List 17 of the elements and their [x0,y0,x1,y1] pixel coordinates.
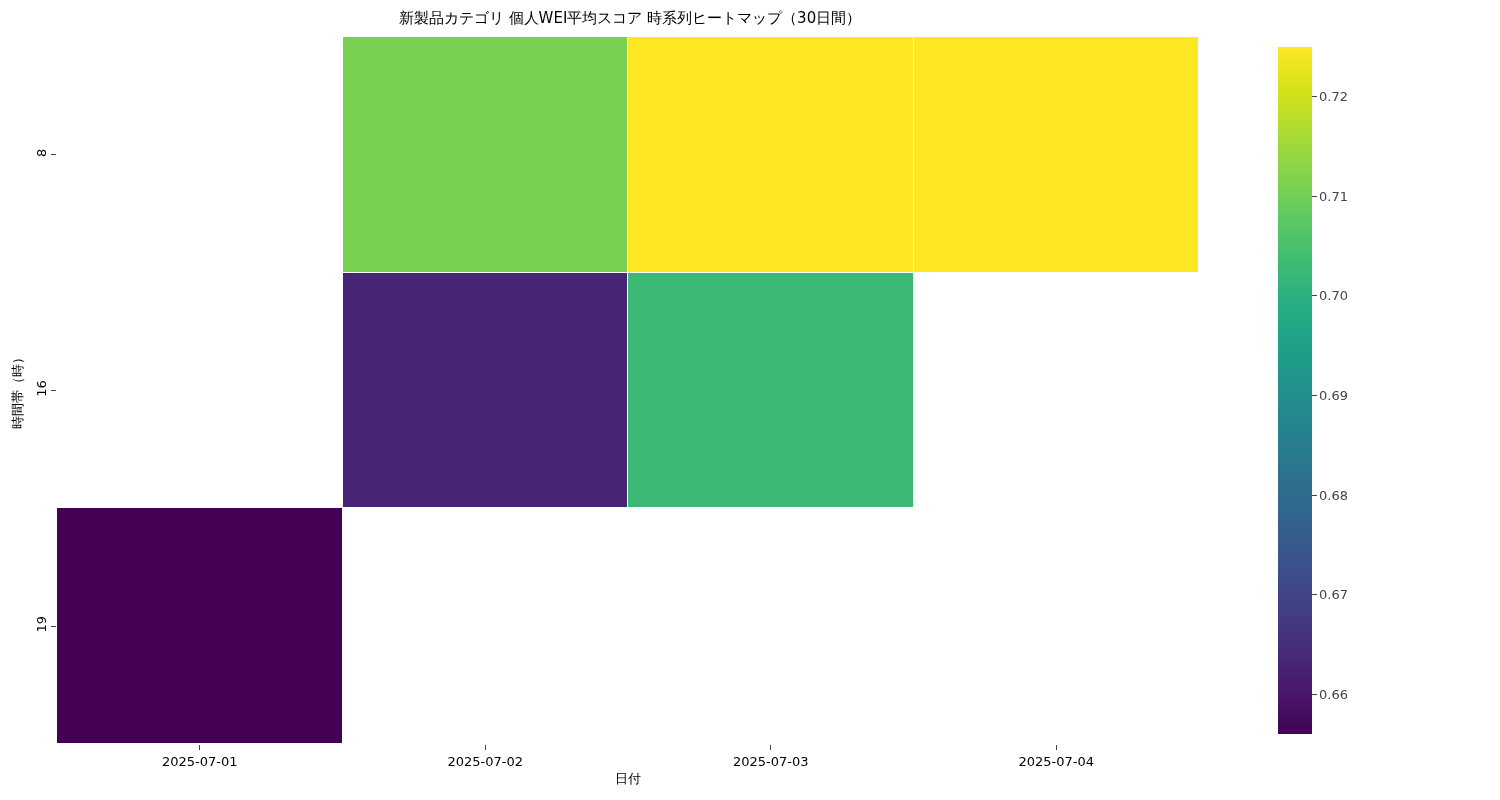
x-axis-title: 日付 [615,771,641,787]
color-bar-label: 0.70 [1319,288,1349,304]
x-tick-label: 2025-07-03 [732,753,809,769]
x-tick-label: 2025-07-01 [161,753,238,769]
color-bar-label: 0.69 [1319,388,1349,404]
x-tick-label: 2025-07-02 [447,753,524,769]
color-bar-label: 0.68 [1319,487,1349,503]
color-bar-label: 0.71 [1319,188,1349,204]
color-bar-label: 0.72 [1319,89,1349,105]
color-bar-label: 0.66 [1319,686,1349,702]
color-bar-label: 0.67 [1319,587,1349,603]
y-tick-label: 8 [33,148,49,158]
x-tick-label: 2025-07-04 [1018,753,1095,769]
chart-title: 新製品カテゴリ 個人WEI平均スコア 時系列ヒートマップ（30日間） [398,8,862,27]
y-tick-label: 16 [33,380,49,397]
y-tick-label: 19 [33,615,49,633]
y-axis-title: 時間帯（時） [9,351,25,430]
